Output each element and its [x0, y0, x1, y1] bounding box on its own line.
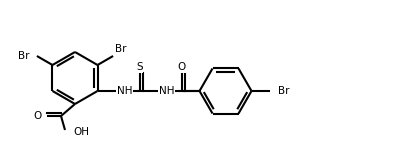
Text: OH: OH — [73, 127, 89, 137]
Text: Br: Br — [277, 86, 289, 96]
Text: O: O — [34, 111, 42, 121]
Text: O: O — [177, 62, 186, 72]
Text: S: S — [136, 62, 143, 72]
Text: Br: Br — [115, 44, 126, 54]
Text: Br: Br — [18, 51, 30, 61]
Text: NH: NH — [159, 86, 174, 96]
Text: NH: NH — [117, 86, 132, 96]
